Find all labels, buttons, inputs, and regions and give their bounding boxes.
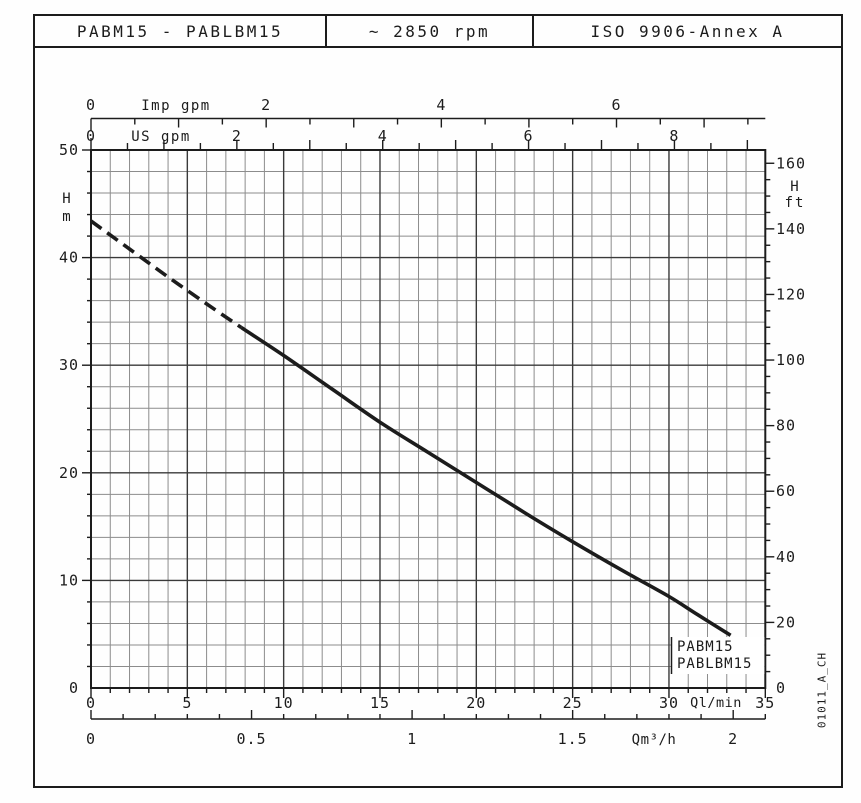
right-axis-tick-label: 80 <box>776 417 796 435</box>
right-axis-tick-label: 20 <box>776 613 796 631</box>
left-axis-tick-label: 50 <box>59 141 79 159</box>
m3h-axis-tick-label: 2 <box>728 730 738 748</box>
right-axis-tick-label: 60 <box>776 482 796 500</box>
m3h-axis-tick-label: 1.5 <box>558 730 588 748</box>
head-curve-solid <box>240 326 732 637</box>
standard-label: ISO 9906-Annex A <box>590 21 785 41</box>
lmin-axis-tick-label: 0 <box>86 694 96 712</box>
left-axis-tick-label: 40 <box>59 249 79 267</box>
m3h-axis-tick-label: 1 <box>407 730 417 748</box>
right-axis-tick-label: 120 <box>776 285 806 303</box>
lmin-axis-tick-label: 20 <box>466 694 486 712</box>
m3h-axis-unit-label: Qm³/h <box>632 732 677 748</box>
impgpm-axis-unit-label: Imp gpm <box>141 98 211 114</box>
left-axis-tick-label: 0 <box>69 679 79 697</box>
left-axis-tick-label: 30 <box>59 356 79 374</box>
lmin-axis-tick-label: 35 <box>755 694 775 712</box>
left-axis-tick-label: 10 <box>59 571 79 589</box>
lmin-axis-tick-label: 10 <box>274 694 294 712</box>
plot-border <box>90 149 767 689</box>
usgpm-axis-tick-label: 0 <box>86 127 96 145</box>
right-axis-tick-label: 160 <box>776 154 806 172</box>
right-axis-tick-label: 40 <box>776 548 796 566</box>
head-curve-dashed <box>89 219 243 329</box>
usgpm-axis-tick-label: 6 <box>524 127 534 145</box>
right-axis-title: H <box>790 179 799 195</box>
impgpm-axis-tick-label: 6 <box>611 96 621 114</box>
usgpm-axis-tick-label: 4 <box>378 127 388 145</box>
usgpm-axis-tick-label: 2 <box>232 127 242 145</box>
impgpm-axis-tick-label: 2 <box>261 96 271 114</box>
curve-label-line2: PABLBM15 <box>677 656 752 672</box>
curve-label-box <box>671 637 765 674</box>
speed-label: ~ 2850 rpm <box>325 16 534 46</box>
curve-label-line1: PABM15 <box>677 639 734 655</box>
title-bar: PABM15 - PABLBM15 ~ 2850 rpm ISO 9906-An… <box>33 14 843 48</box>
model-title: PABM15 - PABLBM15 <box>76 21 284 41</box>
impgpm-axis-tick-label: 4 <box>436 96 446 114</box>
lmin-axis-unit-label: Ql/min <box>690 695 742 711</box>
right-axis-tick-label: 100 <box>776 351 806 369</box>
right-axis-title: ft <box>785 195 806 211</box>
lmin-axis-tick-label: 30 <box>659 694 679 712</box>
m3h-axis-tick-label: 0 <box>86 730 96 748</box>
lmin-axis-tick-label: 5 <box>182 694 192 712</box>
left-axis-tick-label: 20 <box>59 464 79 482</box>
right-axis-tick-label: 0 <box>776 679 786 697</box>
lmin-axis-tick-label: 15 <box>370 694 390 712</box>
drawing-number: 01011_A_CH <box>815 651 829 729</box>
usgpm-axis-unit-label: US gpm <box>131 129 191 145</box>
lmin-axis-tick-label: 25 <box>563 694 583 712</box>
right-axis-tick-label: 140 <box>776 220 806 238</box>
impgpm-axis-tick-label: 0 <box>86 96 96 114</box>
usgpm-axis-tick-label: 8 <box>669 127 679 145</box>
left-axis-title: H <box>62 191 71 207</box>
left-axis-title: m <box>62 209 71 225</box>
m3h-axis-tick-label: 0.5 <box>237 730 267 748</box>
